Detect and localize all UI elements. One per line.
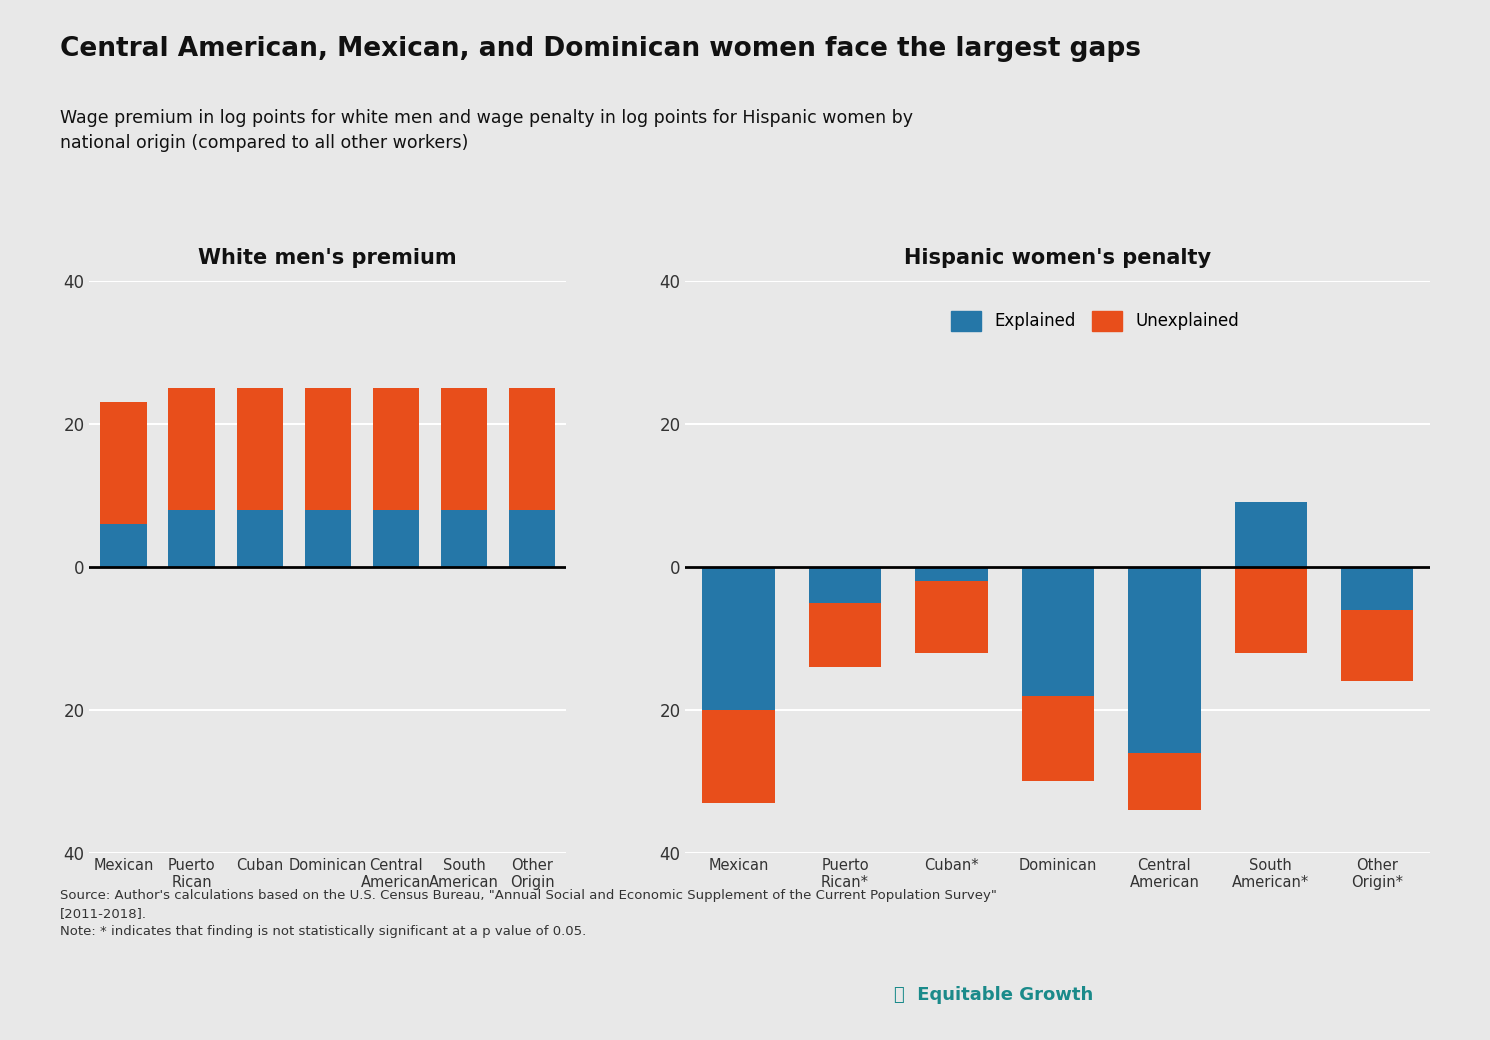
- Bar: [441, 510, 487, 567]
- Bar: [237, 388, 283, 510]
- Title: White men's premium: White men's premium: [198, 249, 457, 268]
- Bar: [915, 567, 988, 581]
- Bar: [1128, 753, 1201, 810]
- Bar: [809, 567, 881, 602]
- Bar: [168, 388, 215, 510]
- Text: Central American, Mexican, and Dominican women face the largest gaps: Central American, Mexican, and Dominican…: [60, 36, 1141, 62]
- Bar: [702, 567, 775, 709]
- Bar: [372, 510, 419, 567]
- Text: Source: Author's calculations based on the U.S. Census Bureau, "Annual Social an: Source: Author's calculations based on t…: [60, 889, 997, 938]
- Bar: [372, 388, 419, 510]
- Bar: [100, 402, 146, 524]
- Bar: [1235, 502, 1307, 567]
- Bar: [304, 510, 352, 567]
- Bar: [510, 510, 556, 567]
- Bar: [100, 524, 146, 567]
- Bar: [1235, 567, 1307, 653]
- Bar: [304, 388, 352, 510]
- Bar: [510, 388, 556, 510]
- Bar: [1341, 567, 1414, 609]
- Bar: [702, 709, 775, 803]
- Bar: [809, 602, 881, 667]
- Bar: [168, 510, 215, 567]
- Bar: [441, 388, 487, 510]
- Bar: [1341, 609, 1414, 681]
- Bar: [1022, 567, 1094, 696]
- Text: Wage premium in log points for white men and wage penalty in log points for Hisp: Wage premium in log points for white men…: [60, 109, 912, 152]
- Bar: [915, 581, 988, 653]
- Bar: [1022, 696, 1094, 781]
- Bar: [237, 510, 283, 567]
- Legend: Explained, Unexplained: Explained, Unexplained: [946, 307, 1244, 336]
- Text: ⧗  Equitable Growth: ⧗ Equitable Growth: [894, 986, 1094, 1004]
- Title: Hispanic women's penalty: Hispanic women's penalty: [904, 249, 1211, 268]
- Bar: [1128, 567, 1201, 753]
